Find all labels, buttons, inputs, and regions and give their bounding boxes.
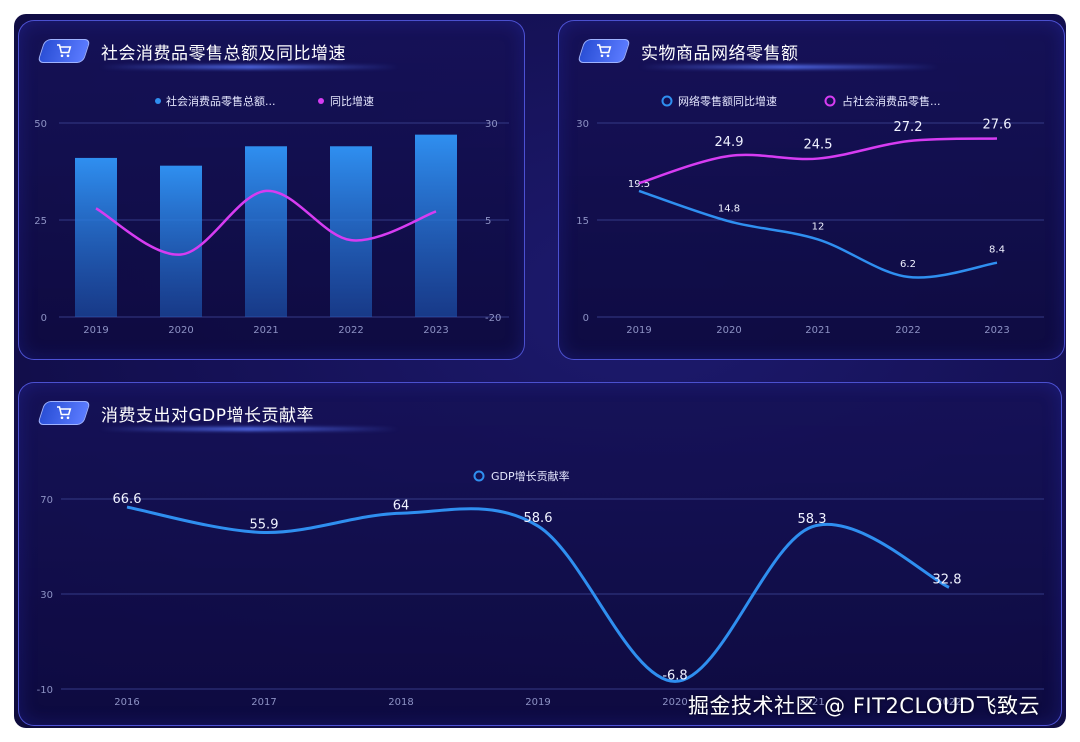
legend-marker <box>661 95 673 107</box>
series-line-growth <box>95 189 437 256</box>
bar <box>160 165 202 317</box>
bar <box>245 146 287 317</box>
legend-label: 同比增速 <box>330 94 374 108</box>
y-tick-label: 0 <box>583 313 589 324</box>
dashboard-frame: 社会消费品零售总额及同比增速 0 25 50 -20 5 30 2019 2020 2021 20… <box>14 14 1066 728</box>
y-tick-label: 70 <box>40 495 53 506</box>
gdp-contribution-chart: -10 30 70 66.6 55.9 64 58.6 -6.8 58.3 32.8 2016 201… <box>37 469 1044 708</box>
x-tick-label: 2018 <box>388 697 413 708</box>
bar <box>415 134 457 317</box>
legend-marker <box>824 95 836 107</box>
y-right-tick-label: 30 <box>485 119 498 130</box>
x-tick-label: 2017 <box>251 697 276 708</box>
shopping-cart-icon <box>37 39 91 63</box>
x-tick-label: 2022 <box>895 325 920 336</box>
data-label: 24.9 <box>715 135 744 150</box>
x-tick-label: 2021 <box>799 697 824 708</box>
data-label: 58.6 <box>524 511 553 526</box>
online-retail-chart: 0 15 30 19.5 14.8 12 6.2 8.4 24.9 24.5 27.2 27.6 201… <box>576 94 1044 336</box>
y-tick-label: 50 <box>34 119 47 130</box>
x-tick-label: 2022 <box>936 697 961 708</box>
data-label: 27.6 <box>983 118 1012 133</box>
x-tick-label: 2020 <box>716 325 741 336</box>
shopping-cart-icon <box>37 401 91 425</box>
title-underline <box>99 427 399 431</box>
y-tick-label: -10 <box>37 685 53 696</box>
x-tick-label: 2023 <box>423 325 448 336</box>
data-label: 14.8 <box>718 203 740 214</box>
shopping-cart-icon <box>577 39 631 63</box>
data-label: 66.6 <box>113 492 142 507</box>
data-label: 64 <box>393 498 410 513</box>
panel-header: 消费支出对GDP增长贡献率 <box>37 399 315 427</box>
y-tick-label: 30 <box>576 119 589 130</box>
x-tick-label: 2020 <box>168 325 193 336</box>
title-underline <box>99 65 399 69</box>
panel-header: 社会消费品零售总额及同比增速 <box>37 37 346 65</box>
x-tick-label: 2022 <box>338 325 363 336</box>
legend-marker <box>473 470 485 482</box>
x-tick-label: 2019 <box>626 325 651 336</box>
data-label: -6.8 <box>662 668 687 683</box>
gdp-contribution-panel: 消费支出对GDP增长贡献率 -10 30 70 66.6 55.9 64 58.6 -6.8 5… <box>18 382 1062 726</box>
retail-sales-chart: 0 25 50 -20 5 30 2019 2020 2021 2022 2023 社会消费品零售总额… <box>34 94 509 336</box>
online-retail-panel: 实物商品网络零售额 0 15 30 19.5 14.8 12 6.2 8.4 24.9 24.5 2… <box>558 20 1065 360</box>
y-tick-label: 25 <box>34 216 47 227</box>
x-tick-label: 2019 <box>83 325 108 336</box>
y-right-tick-label: 5 <box>485 216 491 227</box>
x-tick-label: 2023 <box>984 325 1009 336</box>
retail-sales-panel: 社会消费品零售总额及同比增速 0 25 50 -20 5 30 2019 2020 2021 20… <box>18 20 525 360</box>
data-label: 27.2 <box>894 120 923 135</box>
data-label: 58.3 <box>798 512 827 527</box>
legend-label: GDP增长贡献率 <box>491 469 570 483</box>
data-label: 6.2 <box>900 259 916 270</box>
x-tick-label: 2016 <box>114 697 139 708</box>
title-underline <box>639 65 939 69</box>
x-tick-label: 2020 <box>662 697 687 708</box>
x-tick-label: 2019 <box>525 697 550 708</box>
panel-title: 社会消费品零售总额及同比增速 <box>101 43 346 64</box>
panel-header: 实物商品网络零售额 <box>577 37 799 65</box>
y-tick-label: 30 <box>40 590 53 601</box>
series-line-share <box>638 137 998 185</box>
panel-title: 消费支出对GDP增长贡献率 <box>101 405 315 426</box>
panel-title: 实物商品网络零售额 <box>641 43 799 64</box>
legend-marker <box>155 98 161 104</box>
watermark: 掘金技术社区 @ FIT2CLOUD飞致云 <box>688 694 1040 718</box>
data-label: 24.5 <box>804 138 833 153</box>
y-right-tick-label: -20 <box>485 313 501 324</box>
legend-marker <box>318 98 324 104</box>
series-line-gdp <box>126 505 950 683</box>
legend-label: 网络零售额同比增速 <box>678 94 777 108</box>
series-line-online-growth <box>638 189 998 279</box>
x-tick-label: 2021 <box>805 325 830 336</box>
data-label: 55.9 <box>250 517 279 532</box>
data-label: 32.8 <box>933 572 962 587</box>
y-tick-label: 15 <box>576 216 589 227</box>
data-label: 12 <box>812 221 825 232</box>
bar <box>330 146 372 317</box>
y-tick-label: 0 <box>41 313 47 324</box>
x-tick-label: 2021 <box>253 325 278 336</box>
legend-label: 社会消费品零售总额... <box>166 94 276 108</box>
bar <box>75 157 117 317</box>
legend-label: 占社会消费品零售... <box>842 94 941 108</box>
data-label: 19.5 <box>628 179 650 190</box>
data-label: 8.4 <box>989 245 1005 256</box>
